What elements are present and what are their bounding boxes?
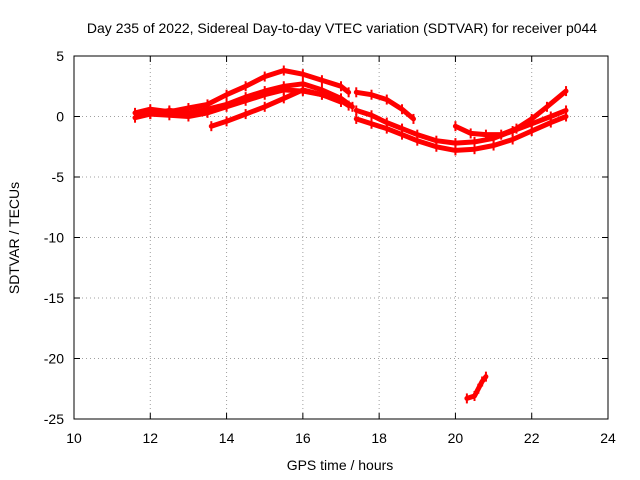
series-arc-9 [464, 371, 489, 404]
y-tick-label: 5 [56, 48, 64, 64]
series-arc-6 [353, 111, 569, 156]
x-tick-label: 10 [66, 430, 82, 446]
x-axis-label: GPS time / hours [287, 457, 394, 473]
y-tick-label: -5 [52, 169, 65, 185]
x-tick-label: 16 [295, 430, 311, 446]
x-tick-label: 22 [524, 430, 540, 446]
series-arc-4 [208, 84, 344, 132]
y-tick-label: -15 [44, 290, 64, 306]
axis-ticks: 10 12 14 16 18 20 22 24 5 0 -5 -10 -15 -20 -25 [44, 48, 616, 446]
series-arc-7 [353, 87, 416, 124]
x-tick-label: 20 [448, 430, 464, 446]
y-tick-label: -20 [44, 351, 64, 367]
series-line [208, 87, 344, 129]
x-tick-label: 18 [371, 430, 387, 446]
y-tick-label: -25 [44, 411, 64, 427]
y-tick-label: -10 [44, 230, 64, 246]
x-tick-label: 12 [142, 430, 158, 446]
chart-title: Day 235 of 2022, Sidereal Day-to-day VTE… [87, 20, 597, 36]
x-tick-label: 14 [219, 430, 235, 446]
y-axis-label: SDTVAR / TECUs [6, 182, 22, 294]
y-tick-label: 0 [56, 109, 64, 125]
series-arc-8 [452, 86, 569, 140]
series-layer [132, 65, 569, 404]
series-line [452, 88, 569, 138]
x-tick-label: 24 [600, 430, 616, 446]
